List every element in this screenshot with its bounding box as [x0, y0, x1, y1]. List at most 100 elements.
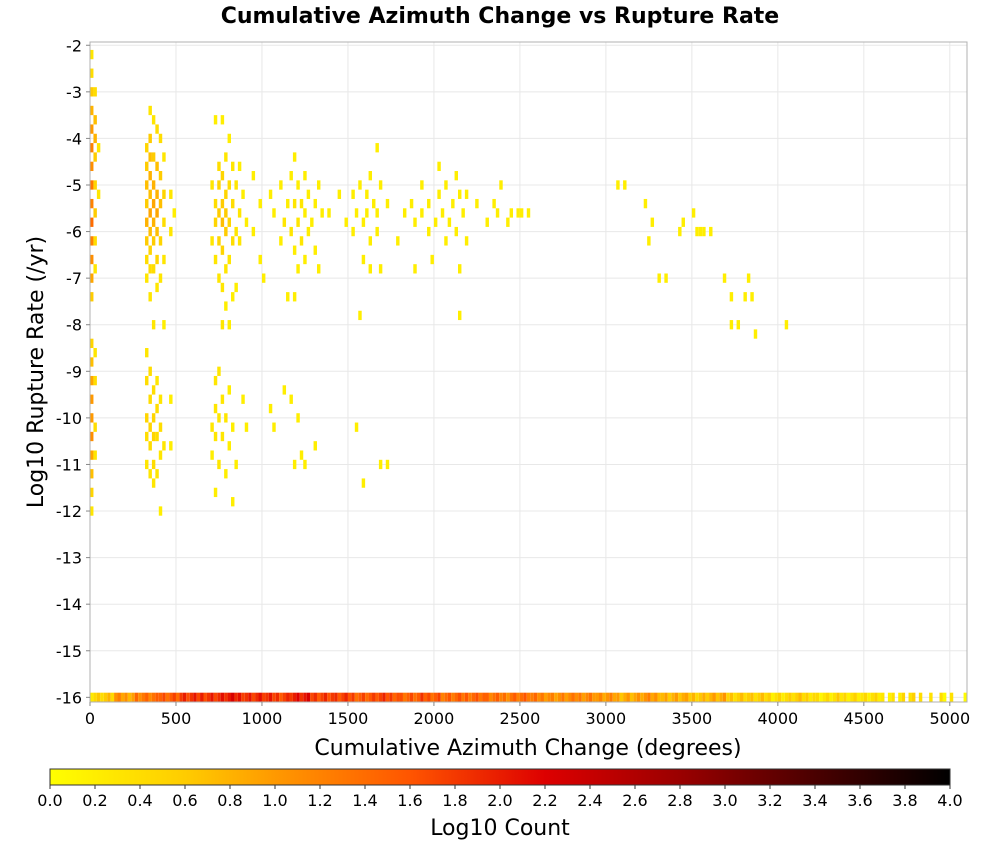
heatmap-cell-bottom-row: [640, 692, 644, 702]
heatmap-cell: [93, 208, 97, 218]
heatmap-cell-bottom-row: [581, 692, 586, 702]
heatmap-cell: [90, 338, 94, 349]
heatmap-cell: [217, 236, 221, 246]
heatmap-cell: [90, 143, 94, 153]
heatmap-cell: [224, 264, 228, 274]
heatmap-cell: [310, 217, 314, 227]
y-tick-label: -11: [56, 455, 82, 474]
heatmap-cell: [148, 133, 152, 144]
heatmap-cell: [155, 375, 159, 386]
heatmap-cell: [237, 208, 242, 218]
heatmap-cell: [272, 422, 276, 432]
heatmap-cell-bottom-row: [523, 692, 527, 702]
heatmap-cell: [729, 292, 734, 302]
heatmap-cell: [306, 189, 311, 199]
heatmap-cell-bottom-row: [929, 692, 933, 702]
heatmap-cell-bottom-row: [798, 692, 802, 702]
heatmap-cell-bottom-row: [471, 692, 476, 702]
heatmap-cell: [316, 264, 321, 274]
heatmap-cell: [148, 264, 152, 274]
heatmap-cell: [650, 217, 655, 227]
heatmap-cell: [151, 180, 156, 190]
heatmap-cell: [354, 422, 359, 432]
heatmap-cell-bottom-row: [867, 692, 871, 702]
heatmap-cell: [145, 375, 149, 386]
heatmap-cell: [213, 115, 218, 125]
heatmap-cell: [296, 413, 300, 423]
heatmap-cell: [695, 226, 699, 237]
colorbar-tick-label: 1.0: [262, 791, 287, 810]
heatmap-cell-bottom-row: [375, 692, 379, 702]
heatmap-cell: [286, 198, 290, 209]
heatmap-cell: [90, 487, 94, 498]
heatmap-cell-bottom-row: [162, 692, 166, 702]
heatmap-cell-bottom-row: [846, 692, 851, 702]
heatmap-cell: [351, 226, 355, 237]
y-tick-label: -5: [66, 176, 82, 195]
heatmap-cell: [158, 198, 163, 209]
heatmap-cell-bottom-row: [358, 692, 362, 702]
heatmap-cell: [289, 171, 293, 181]
heatmap-cell: [158, 450, 163, 460]
heatmap-cell: [220, 320, 225, 330]
heatmap-cell-bottom-row: [891, 692, 895, 702]
heatmap-cell: [368, 171, 373, 181]
heatmap-cell: [145, 254, 149, 265]
heatmap-cell-bottom-row: [451, 692, 455, 702]
colorbar-tick-label: 3.4: [802, 791, 827, 810]
heatmap-cell: [90, 254, 94, 265]
heatmap-cell-bottom-row: [440, 692, 445, 702]
heatmap-cell-bottom-row: [812, 692, 816, 702]
heatmap-cell: [217, 273, 221, 283]
heatmap-cell-bottom-row: [691, 692, 696, 702]
heatmap-cell: [709, 226, 713, 237]
heatmap-cell-bottom-row: [674, 692, 679, 702]
heatmap-cell: [90, 161, 94, 172]
x-tick-label: 500: [161, 709, 192, 728]
heatmap-cell-bottom-row: [237, 692, 242, 702]
heatmap-cell: [220, 115, 225, 125]
heatmap-cell-bottom-row: [554, 692, 558, 702]
heatmap-cell: [231, 198, 235, 209]
y-tick-label: -13: [56, 549, 82, 568]
heatmap-cell: [303, 171, 307, 181]
heatmap-cell: [647, 236, 651, 246]
colorbar-tick-label: 1.2: [307, 791, 332, 810]
heatmap-cell: [155, 403, 159, 414]
heatmap-cell-bottom-row: [832, 692, 837, 702]
heatmap-cell: [378, 180, 383, 190]
heatmap-cell: [155, 469, 159, 479]
heatmap-cell: [282, 385, 287, 395]
heatmap-cell-bottom-row: [781, 692, 785, 702]
heatmap-cell: [296, 217, 300, 227]
heatmap-cell: [509, 208, 514, 218]
heatmap-cell: [162, 254, 166, 265]
heatmap-cell-bottom-row: [444, 692, 448, 702]
heatmap-cell: [237, 236, 242, 246]
heatmap-cell-bottom-row: [258, 692, 262, 702]
heatmap-cell-bottom-row: [574, 692, 579, 702]
heatmap-cell: [296, 180, 300, 190]
heatmap-cell: [220, 217, 225, 227]
heatmap-cell-bottom-row: [564, 692, 569, 702]
heatmap-cell-bottom-row: [702, 692, 706, 702]
heatmap-cell-bottom-row: [740, 692, 744, 702]
heatmap-cell: [155, 161, 159, 172]
heatmap-cell: [210, 236, 214, 246]
heatmap-cell-bottom-row: [568, 692, 572, 702]
heatmap-cell-bottom-row: [90, 692, 94, 702]
heatmap-cell: [299, 450, 304, 460]
heatmap-cell: [385, 198, 390, 209]
heatmap-cell-bottom-row: [389, 692, 393, 702]
heatmap-cell: [90, 198, 94, 209]
heatmap-cell: [464, 189, 469, 199]
heatmap-cell: [145, 459, 149, 470]
heatmap-cell-bottom-row: [877, 692, 882, 702]
heatmap-cell: [145, 161, 149, 172]
heatmap-cell-bottom-row: [131, 692, 135, 702]
heatmap-cell-bottom-row: [279, 692, 283, 702]
heatmap-cell-bottom-row: [382, 692, 386, 702]
heatmap-cell-bottom-row: [231, 692, 235, 702]
heatmap-cell-bottom-row: [774, 692, 778, 702]
heatmap-cell: [224, 226, 228, 237]
